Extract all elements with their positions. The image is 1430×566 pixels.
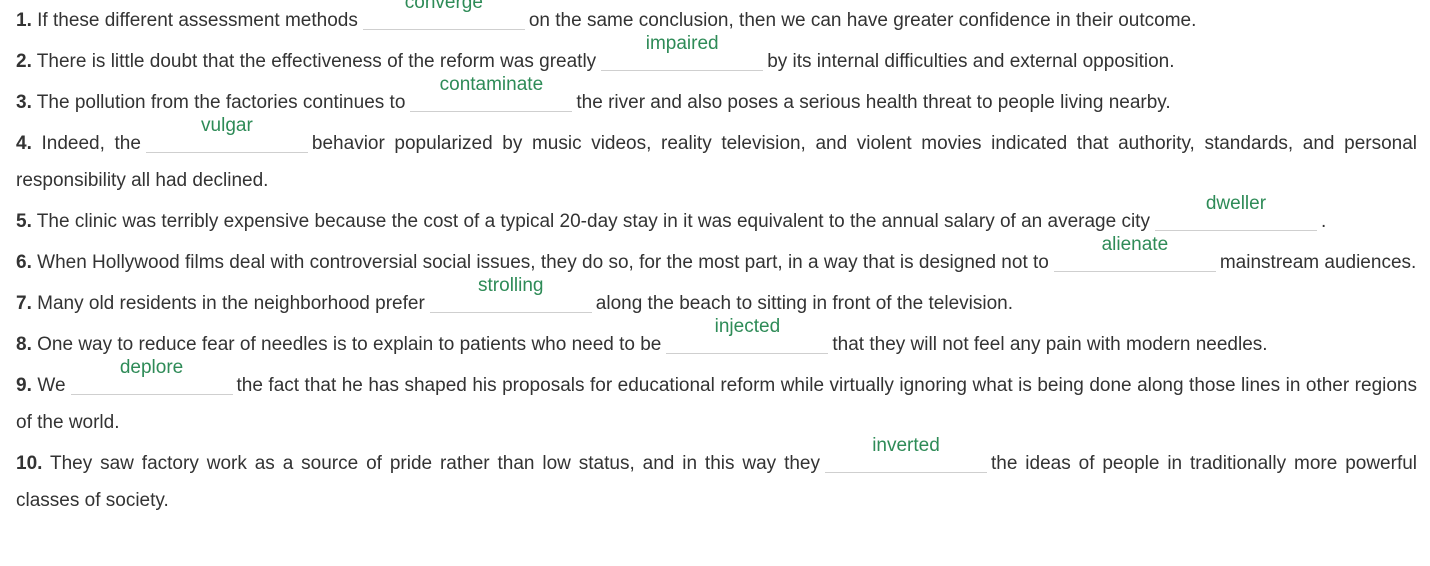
question-text-before: There is little doubt that the effective… — [36, 51, 597, 72]
question-number: 1. — [16, 10, 32, 31]
question-number: 5. — [16, 211, 32, 232]
question-9: 9. We deplore the fact that he has shaped … — [16, 357, 1417, 441]
question-number: 9. — [16, 375, 32, 396]
question-text-before: They saw factory work as a source of pri… — [49, 453, 820, 474]
question-text-after: the river and also poses a serious healt… — [576, 92, 1171, 113]
answer-blank[interactable]: strolling — [429, 275, 592, 313]
answer-blank[interactable]: inverted — [825, 435, 987, 473]
answer-text: converge — [404, 0, 483, 13]
question-7: 7. Many old residents in the neighborhoo… — [16, 275, 1417, 322]
answer-text: inverted — [872, 435, 940, 456]
question-text-before: The clinic was terribly expensive becaus… — [36, 211, 1150, 232]
answer-text: strolling — [478, 275, 544, 296]
question-text-before: Many old residents in the neighborhood p… — [37, 293, 425, 314]
answer-text: deplore — [119, 357, 184, 378]
question-text-before: The pollution from the factories continu… — [36, 92, 406, 113]
question-number: 4. — [16, 133, 32, 154]
question-10: 10. They saw factory work as a source of… — [16, 435, 1418, 519]
answer-blank[interactable]: contaminate — [410, 74, 573, 112]
answer-text: impaired — [645, 33, 719, 54]
answer-blank[interactable]: impaired — [601, 33, 764, 71]
question-text-before: Indeed, the — [41, 133, 141, 154]
question-number: 2. — [16, 51, 32, 72]
answer-blank[interactable]: vulgar — [145, 115, 308, 153]
answer-blank[interactable]: dweller — [1154, 193, 1317, 231]
question-text-after: the fact that he has shaped his proposal… — [16, 375, 1417, 433]
question-text-before: When Hollywood films deal with controver… — [37, 252, 1049, 273]
answer-text: injected — [714, 316, 781, 337]
answer-text: contaminate — [439, 74, 544, 95]
answer-blank[interactable]: deplore — [70, 357, 233, 395]
fill-in-the-blank-exercise: 1. If these different assessment methods… — [16, 0, 1418, 519]
question-4: 4. Indeed, the vulgar behavior popularized… — [16, 115, 1418, 199]
question-1: 1. If these different assessment methods… — [16, 0, 1417, 39]
question-text-after: the ideas of people in traditionally mor… — [16, 453, 1418, 511]
question-text-before: One way to reduce fear of needles is to … — [37, 334, 662, 355]
question-text-after: on the same conclusion, then we can have… — [528, 10, 1197, 31]
question-text-after: . — [1320, 211, 1327, 232]
question-5: 5. The clinic was terribly expensive bec… — [16, 193, 1417, 240]
question-2: 2. There is little doubt that the effect… — [16, 33, 1417, 80]
question-number: 3. — [16, 92, 32, 113]
question-text-after: mainstream audiences. — [1219, 252, 1417, 273]
question-text-before: If these different assessment methods — [37, 10, 358, 31]
question-text-after: behavior popularized by music videos, re… — [16, 133, 1418, 191]
answer-text: vulgar — [201, 115, 253, 136]
question-number: 7. — [16, 293, 32, 314]
answer-text: alienate — [1101, 234, 1169, 255]
question-number: 8. — [16, 334, 32, 355]
question-number: 6. — [16, 252, 32, 273]
answer-blank[interactable]: alienate — [1053, 234, 1216, 272]
question-text-before: We — [37, 375, 66, 396]
question-number: 10. — [16, 453, 43, 474]
question-text-after: by its internal difficulties and externa… — [767, 51, 1175, 72]
question-8: 8. One way to reduce fear of needles is … — [16, 316, 1417, 363]
question-6: 6. When Hollywood films deal with contro… — [16, 234, 1417, 281]
question-text-after: that they will not feel any pain with mo… — [832, 334, 1268, 355]
question-3: 3. The pollution from the factories cont… — [16, 74, 1417, 121]
answer-blank[interactable]: injected — [666, 316, 829, 354]
question-text-after: along the beach to sitting in front of t… — [595, 293, 1013, 314]
answer-blank[interactable]: converge — [362, 0, 525, 30]
answer-text: dweller — [1205, 193, 1267, 214]
